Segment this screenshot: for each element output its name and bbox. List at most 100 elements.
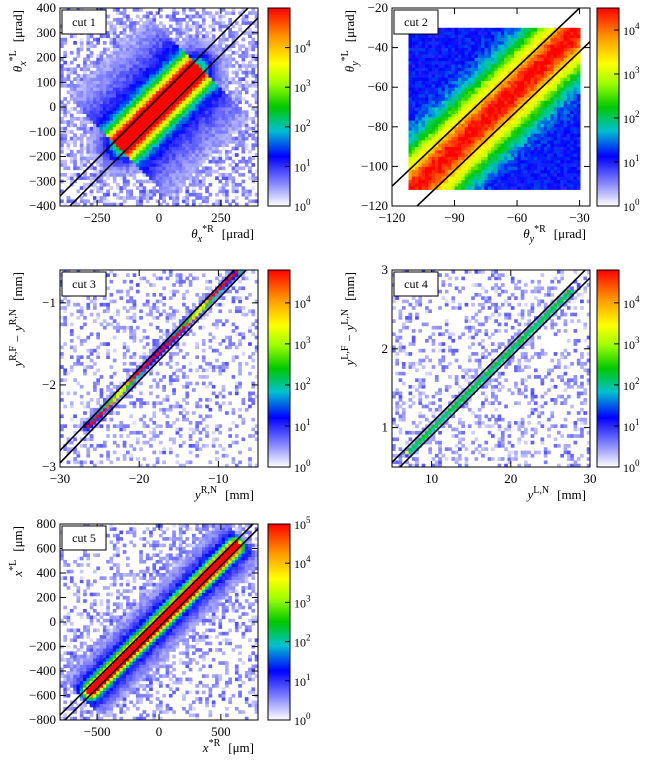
heatmap-cell	[126, 90, 130, 95]
heatmap-cell	[218, 57, 223, 62]
heatmap-cell	[444, 123, 449, 128]
heatmap-cell	[152, 153, 157, 157]
heatmap-cell	[550, 149, 555, 154]
heatmap-cell	[231, 8, 236, 12]
heatmap-cell	[464, 50, 469, 55]
y-tick-label: 300	[37, 25, 57, 40]
heatmap-cell	[517, 133, 522, 138]
heatmap-cell	[244, 126, 249, 131]
heatmap-cell	[474, 34, 479, 39]
heatmap-cell	[99, 126, 104, 131]
heatmap-cell	[102, 153, 107, 157]
heatmap-cell	[218, 120, 223, 124]
heatmap-cell	[553, 186, 558, 190]
heatmap-cell	[507, 100, 512, 105]
heatmap-cell	[510, 120, 515, 124]
heatmap-cell	[152, 123, 157, 128]
heatmap-cell	[119, 110, 124, 114]
heatmap-cell	[155, 107, 160, 111]
heatmap-cell	[451, 34, 456, 39]
heatmap-cell	[139, 24, 143, 29]
heatmap-cell	[510, 140, 515, 144]
heatmap-cell	[547, 57, 551, 62]
heatmap-cell	[418, 87, 423, 91]
heatmap-cell	[451, 60, 456, 65]
heatmap-cell	[487, 47, 492, 52]
heatmap-cell	[244, 100, 249, 105]
heatmap-cell	[152, 143, 157, 147]
heatmap-cell	[215, 47, 219, 52]
heatmap-cell	[234, 70, 239, 75]
heatmap-cell	[494, 120, 498, 124]
heatmap-cell	[218, 130, 223, 134]
heatmap-cell	[244, 70, 249, 75]
heatmap-cell	[477, 37, 482, 42]
heatmap-cell	[69, 159, 74, 164]
heatmap-cell	[228, 149, 232, 154]
heatmap-cell	[96, 67, 100, 72]
heatmap-cell	[530, 179, 535, 184]
heatmap-cell	[155, 120, 160, 124]
heatmap-cell	[254, 90, 258, 95]
heatmap-cell	[241, 17, 246, 22]
heatmap-cell	[484, 87, 489, 91]
heatmap-cell	[454, 27, 459, 32]
heatmap-cell	[454, 156, 459, 161]
heatmap-cell	[162, 130, 166, 134]
heatmap-cell	[175, 136, 180, 141]
heatmap-cell	[172, 103, 176, 108]
heatmap-cell	[481, 133, 485, 138]
heatmap-cell	[428, 146, 432, 151]
heatmap-cell	[122, 169, 127, 174]
heatmap-cell	[491, 97, 495, 101]
heatmap-cell	[175, 189, 180, 194]
heatmap-cell	[241, 149, 246, 154]
heatmap-cell	[73, 156, 77, 161]
heatmap-cell	[494, 50, 498, 55]
heatmap-cell	[408, 120, 413, 124]
heatmap-cell	[122, 64, 127, 68]
heatmap-cell	[234, 163, 239, 167]
heatmap-cell	[444, 31, 449, 35]
heatmap-cell	[211, 146, 216, 151]
heatmap-cell	[520, 90, 525, 95]
heatmap-cell	[168, 64, 173, 68]
heatmap-cell	[211, 100, 216, 105]
heatmap-cell	[228, 17, 232, 22]
heatmap-cell	[550, 153, 555, 157]
heatmap-cell	[533, 70, 538, 75]
heatmap-cell	[458, 87, 462, 91]
heatmap-cell	[205, 133, 209, 138]
heatmap-cell	[425, 113, 429, 118]
heatmap-cell	[458, 140, 462, 144]
heatmap-cell	[504, 31, 508, 35]
heatmap-cell	[139, 143, 143, 147]
heatmap-cell	[215, 113, 219, 118]
heatmap-cell	[159, 47, 163, 52]
heatmap-cell	[507, 156, 512, 161]
heatmap-cell	[178, 67, 183, 72]
heatmap-cell	[431, 100, 436, 105]
heatmap-cell	[221, 140, 226, 144]
heatmap-cell	[491, 90, 495, 95]
heatmap-cell	[198, 44, 203, 48]
heatmap-cell	[500, 156, 505, 161]
heatmap-cell	[162, 113, 166, 118]
heatmap-cell	[178, 21, 183, 25]
heatmap-cell	[79, 87, 84, 91]
heatmap-cell	[533, 156, 538, 161]
heatmap-cell	[553, 67, 558, 72]
heatmap-cell	[93, 153, 97, 157]
heatmap-cell	[487, 60, 492, 65]
heatmap-cell	[99, 176, 104, 180]
heatmap-cell	[504, 186, 508, 190]
heatmap-cell	[248, 199, 252, 204]
heatmap-cell	[66, 64, 71, 68]
heatmap-cell	[441, 123, 446, 128]
heatmap-cell	[547, 182, 551, 187]
heatmap-cell	[474, 100, 479, 105]
heatmap-cell	[79, 93, 84, 98]
heatmap-cell	[547, 149, 551, 154]
heatmap-cell	[530, 182, 535, 187]
heatmap-cell	[155, 44, 160, 48]
